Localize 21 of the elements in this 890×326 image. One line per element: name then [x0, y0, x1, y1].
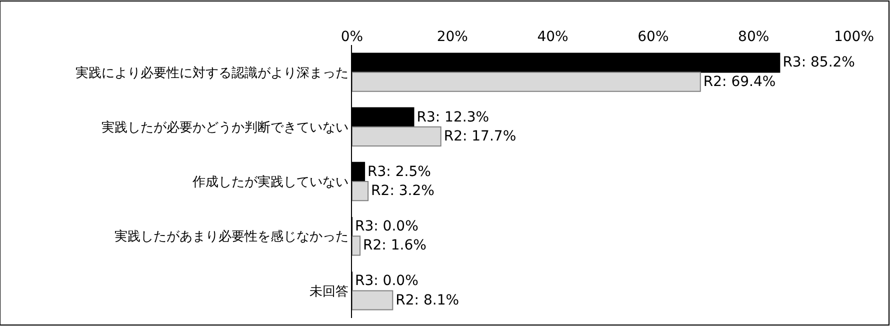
x-tick-label: 40% — [537, 29, 568, 46]
x-tick-label: 80% — [738, 29, 770, 46]
x-tick-label: 100% — [834, 29, 874, 46]
data-label: R2: 8.1% — [396, 292, 460, 308]
data-label: R3: 0.0% — [355, 218, 418, 235]
y-tick-label: 実践により必要性に対する認識がより深まった — [75, 64, 348, 81]
y-tick-label: 実践したがあまり必要性を感じなかった — [114, 228, 348, 245]
y-tick-label: 未回答 — [309, 284, 348, 300]
x-tick-label: 60% — [638, 29, 669, 46]
data-label: R3: 12.3% — [416, 109, 490, 126]
data-label: R2: 3.2% — [371, 183, 434, 200]
x-tick-label: 20% — [436, 29, 468, 46]
data-label: R2: 17.7% — [444, 128, 516, 144]
x-tick-label: 0% — [340, 29, 364, 46]
y-tick-label: 作成したが実践していない — [191, 174, 348, 190]
data-label: R3: 2.5% — [368, 164, 431, 180]
data-label: R3: 85.2% — [782, 54, 855, 71]
data-label: R2: 69.4% — [703, 74, 776, 90]
data-label: R3: 0.0% — [355, 273, 418, 290]
y-tick-label: 実践したが必要かどうか判断できていない — [101, 119, 348, 136]
data-label: R2: 1.6% — [363, 238, 426, 254]
